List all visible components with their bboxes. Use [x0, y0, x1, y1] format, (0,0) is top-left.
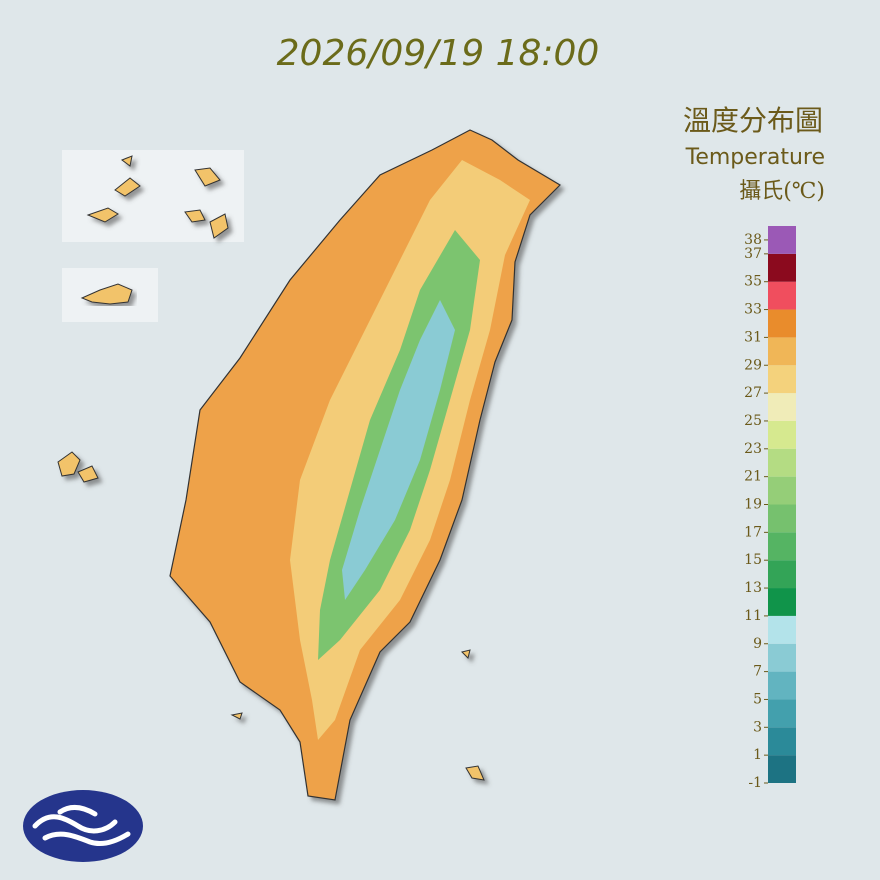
island	[86, 155, 229, 239]
color-band	[768, 253, 796, 282]
tick-label: 9	[753, 636, 762, 652]
taiwan-map	[169, 129, 561, 801]
tick-label: 33	[744, 302, 762, 318]
tick-label: 7	[753, 664, 762, 680]
tick-label: 17	[744, 524, 762, 540]
tick-label: 27	[744, 385, 762, 401]
tick-label: -1	[748, 775, 762, 791]
color-band	[768, 337, 796, 366]
color-band	[768, 365, 796, 394]
color-band	[768, 393, 796, 421]
color-band	[768, 420, 796, 449]
color-band	[768, 448, 796, 477]
logo	[23, 790, 143, 862]
color-band	[768, 226, 796, 254]
tick-label: 25	[744, 413, 762, 429]
tick-label: 1	[753, 747, 762, 763]
color-band	[768, 588, 796, 616]
tick-label: 31	[744, 329, 762, 345]
color-band	[768, 476, 796, 505]
timestamp: 2026/09/19 18:00	[277, 33, 600, 74]
color-band	[768, 671, 796, 700]
inset-islands	[57, 150, 485, 781]
tick-label: 35	[744, 274, 762, 290]
color-band	[768, 504, 796, 533]
tick-label: 23	[744, 441, 762, 457]
tick-label: 13	[744, 580, 762, 596]
tick-label: 3	[753, 719, 762, 735]
island	[80, 283, 133, 305]
island	[57, 451, 485, 781]
legend-subtitle: Temperature	[685, 145, 825, 170]
tick-label: 38	[744, 232, 762, 248]
color-band	[768, 699, 796, 728]
tick-label: 15	[744, 552, 762, 568]
color-band	[768, 643, 796, 672]
tick-label: 29	[744, 357, 762, 373]
tick-label: 19	[744, 497, 762, 513]
legend-unit: 攝氏(℃)	[739, 179, 825, 204]
color-band	[768, 532, 796, 561]
tick-label: 11	[744, 608, 762, 624]
color-band	[768, 727, 796, 756]
color-band	[768, 309, 796, 338]
zone-cool	[342, 300, 455, 600]
color-band	[768, 560, 796, 589]
tick-label: 5	[753, 691, 762, 707]
legend-title: 溫度分布圖	[683, 104, 823, 137]
tick-label: 21	[744, 469, 762, 485]
logo-waves	[32, 805, 131, 847]
tick-label: 37	[744, 246, 762, 262]
color-band	[768, 755, 796, 783]
color-band	[768, 281, 796, 310]
color-band	[768, 615, 796, 644]
